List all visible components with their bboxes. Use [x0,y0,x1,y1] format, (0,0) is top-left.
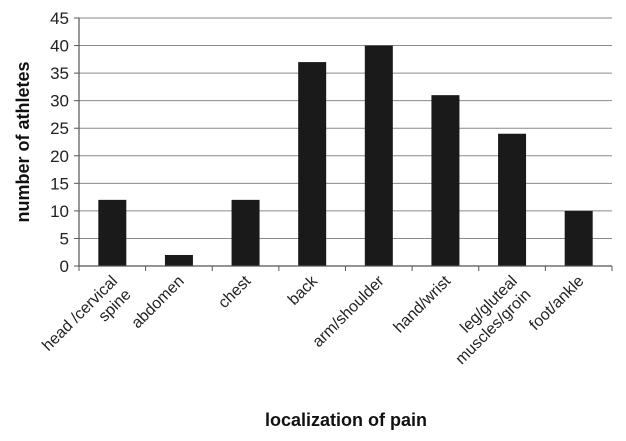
y-tick-label: 40 [50,37,69,56]
y-tick-label: 30 [50,92,69,111]
x-tick-label: arm/shoulder [310,272,389,351]
bar [364,45,393,266]
y-tick-labels: 0 5 10 15 20 25 30 35 40 45 [50,9,69,276]
bar [564,210,593,266]
bar [164,254,193,266]
y-axis-title: number of athletes [13,61,33,222]
x-tick-label: foot/ankle [526,273,587,334]
bar [231,199,260,266]
x-tick-label-line: abdomen [129,273,188,332]
x-tick-label-line: foot/ankle [526,273,587,334]
x-tick-label-line: arm/shoulder [310,272,389,351]
bars [98,45,593,267]
gridlines [79,17,612,239]
x-tick-label: chest [215,272,254,311]
x-tick-label: hand/wrist [391,272,455,336]
y-tick-label: 25 [50,119,69,138]
y-tick-label: 45 [50,9,69,28]
y-tick-label: 0 [60,257,69,276]
x-tick-label: back [285,272,322,309]
y-tick-label: 5 [60,229,69,248]
bar [431,95,460,267]
x-tick-label-line: chest [215,272,254,311]
axes [74,17,613,271]
x-tick-label: abdomen [129,273,188,332]
x-axis-title: localization of pain [265,410,427,430]
bar [298,62,327,266]
bar [98,199,127,266]
y-tick-label: 10 [50,202,69,221]
x-tick-label-line: back [285,272,322,309]
y-tick-label: 35 [50,64,69,83]
x-tick-label-line: hand/wrist [391,272,455,336]
y-tick-label: 15 [50,174,69,193]
bar [498,133,527,266]
y-tick-label: 20 [50,147,69,166]
